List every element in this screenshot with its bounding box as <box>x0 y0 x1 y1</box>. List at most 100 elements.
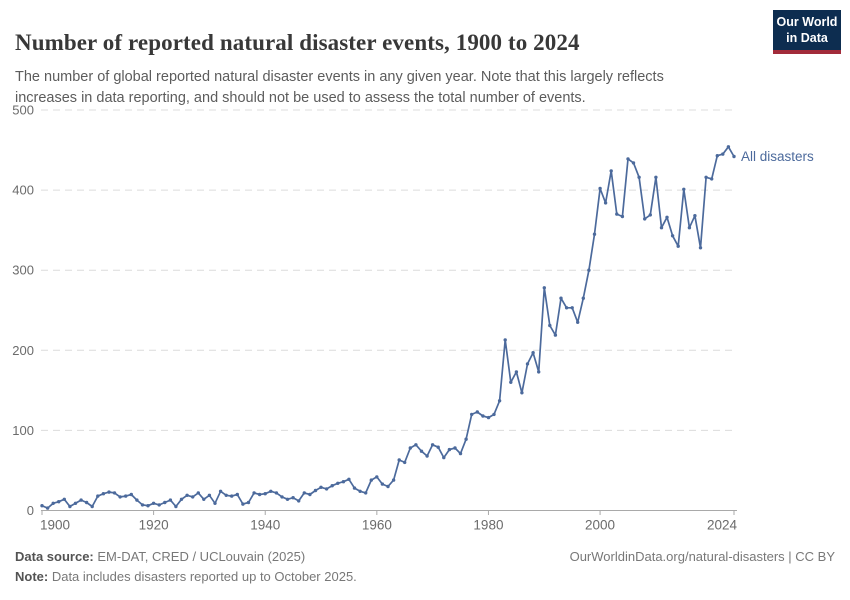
data-point <box>112 491 117 495</box>
data-point <box>470 412 474 417</box>
y-axis-label-0: 0 <box>27 503 34 518</box>
owid-logo-line2: in Data <box>786 30 828 45</box>
data-point <box>486 415 491 420</box>
data-point <box>564 306 569 310</box>
data-point <box>732 154 736 159</box>
data-point <box>693 214 697 218</box>
data-point <box>492 412 496 417</box>
x-axis-label-1940: 1940 <box>250 518 280 533</box>
data-point <box>542 286 546 290</box>
data-point <box>659 226 664 230</box>
data-point <box>213 501 217 505</box>
data-point <box>391 478 396 482</box>
data-point <box>40 504 44 508</box>
data-point <box>654 175 658 179</box>
data-point <box>84 500 89 505</box>
data-line-all-disasters <box>41 145 735 509</box>
data-point <box>285 497 290 501</box>
data-point <box>525 362 530 366</box>
data-point <box>537 370 541 374</box>
data-point <box>615 212 619 216</box>
data-point <box>603 201 608 205</box>
y-axis-label-400: 400 <box>12 183 34 198</box>
data-point <box>726 145 731 149</box>
note-text: Data includes disasters reported up to O… <box>48 569 357 584</box>
data-point <box>224 493 228 497</box>
data-point <box>313 488 318 493</box>
data-point <box>246 500 251 505</box>
data-point <box>146 504 150 508</box>
x-axis-label-1900: 1900 <box>40 518 70 533</box>
data-point <box>191 495 195 499</box>
note-line: Note: Data includes disasters reported u… <box>15 567 357 587</box>
data-point <box>336 481 340 485</box>
data-point <box>497 399 502 403</box>
data-point <box>341 480 346 484</box>
data-point <box>269 489 273 493</box>
data-point <box>174 504 178 509</box>
data-point <box>79 498 83 502</box>
data-point <box>218 489 223 493</box>
data-point <box>135 498 139 502</box>
data-point <box>297 499 301 503</box>
data-point <box>687 226 692 230</box>
data-point <box>559 296 563 300</box>
x-axis-label-2000: 2000 <box>585 518 615 533</box>
data-point <box>509 380 513 384</box>
data-point <box>514 370 519 374</box>
data-point <box>592 232 597 236</box>
data-point <box>202 497 206 501</box>
data-point <box>358 489 362 493</box>
data-point <box>319 485 323 489</box>
data-point <box>665 215 669 219</box>
data-point <box>453 446 457 450</box>
data-point <box>531 351 535 355</box>
note-label: Note: <box>15 569 49 584</box>
data-point <box>548 323 552 328</box>
data-point <box>676 244 680 248</box>
data-point <box>364 491 368 495</box>
data-point <box>73 501 78 505</box>
data-point <box>447 447 452 452</box>
data-point <box>274 491 279 495</box>
data-point <box>157 503 161 507</box>
data-point <box>570 306 574 310</box>
data-point <box>90 504 94 509</box>
data-point <box>308 492 312 497</box>
data-point <box>620 214 625 219</box>
data-point <box>330 484 334 488</box>
data-point <box>637 175 641 179</box>
footer-link[interactable]: OurWorldinData.org/natural-disasters | C… <box>569 549 835 564</box>
data-point <box>107 490 111 494</box>
data-point <box>151 501 156 505</box>
data-point <box>118 495 122 499</box>
data-point <box>140 503 145 507</box>
owid-logo[interactable]: Our World in Data <box>773 10 841 55</box>
data-point <box>179 497 184 501</box>
data-point <box>503 338 507 342</box>
data-point <box>436 445 440 449</box>
data-point <box>375 475 379 479</box>
data-point <box>576 320 580 324</box>
data-point <box>101 492 106 496</box>
data-point <box>57 500 61 504</box>
data-point <box>414 443 418 447</box>
chart-footer: Data source: EM-DAT, CRED / UCLouvain (2… <box>15 547 835 587</box>
data-point <box>587 268 591 272</box>
data-point <box>581 296 585 300</box>
data-point <box>241 502 245 506</box>
data-point <box>475 410 479 414</box>
data-point <box>419 449 424 453</box>
data-point <box>648 213 652 217</box>
y-axis-label-200: 200 <box>12 343 34 358</box>
chart-title: Number of reported natural disaster even… <box>15 30 580 56</box>
chart-subtitle: The number of global reported natural di… <box>15 68 664 107</box>
data-point <box>196 491 200 495</box>
data-point <box>163 500 167 505</box>
data-point <box>96 494 100 498</box>
data-point <box>302 491 306 495</box>
data-point <box>464 437 468 441</box>
data-point <box>631 161 636 165</box>
